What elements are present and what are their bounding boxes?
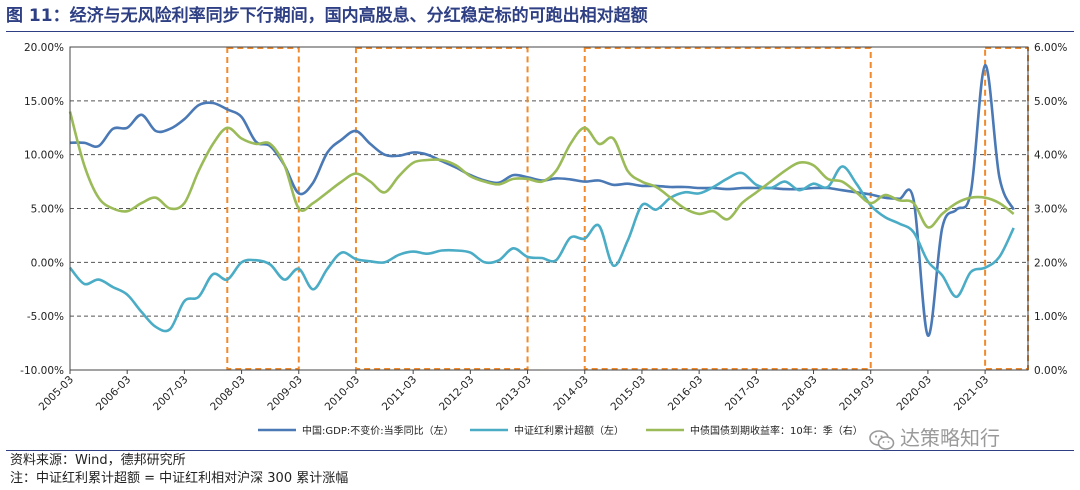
legend-item: 中债国债到期收益率：10年：季（右） (646, 424, 863, 437)
left-tick-label: -10.00% (20, 365, 64, 377)
x-tick-label: 2008-03 (208, 374, 248, 414)
left-tick-label: 20.00% (24, 42, 64, 54)
x-tick-label: 2017-03 (723, 374, 763, 414)
series-line-3 (68, 111, 1015, 229)
chart: -10.00% -5.00% 0.00% 5.00% 10.00% 15.00% 20.00… (20, 42, 1067, 437)
x-tick-label: 2006-03 (94, 374, 134, 414)
x-tick-label: 2014-03 (551, 374, 591, 414)
x-tick-label: 2021-03 (952, 374, 992, 414)
wechat-icon (869, 429, 895, 450)
grid-lines (70, 100, 1028, 317)
left-tick-label: 0.00% (31, 257, 64, 269)
x-tick-label: 2009-03 (265, 374, 305, 414)
x-tick-label: 2020-03 (895, 374, 935, 414)
x-tick-label: 2011-03 (380, 374, 420, 414)
left-tick-label: 5.00% (31, 204, 64, 216)
x-tick-label: 2016-03 (666, 374, 706, 414)
highlight-box (583, 47, 872, 370)
legend-label: 中国:GDP:不变价:当季同比（左） (302, 424, 454, 437)
highlight-box (354, 47, 529, 370)
plot-frame (69, 46, 1029, 371)
x-tick-label: 2018-03 (780, 374, 820, 414)
watermark-text: 达策略知行 (900, 426, 1000, 450)
right-tick-label: 2.00% (1034, 257, 1067, 269)
left-tick-label: 15.00% (24, 96, 64, 108)
legend-label: 中证红利累计超额（左） (514, 424, 624, 437)
right-tick-label: 4.00% (1034, 150, 1067, 162)
x-tick-label: 2015-03 (609, 374, 649, 414)
footer-divider (6, 450, 1074, 451)
legend-label: 中债国债到期收益率：10年：季（右） (690, 424, 863, 437)
figure-title: 图 11：经济与无风险利率同步下行期间，国内高股息、分红稳定标的可跑出相对超额 (6, 6, 648, 26)
x-tick-label: 2013-03 (494, 374, 534, 414)
right-tick-label: 3.00% (1034, 204, 1067, 216)
series-line-2 (68, 165, 1015, 333)
x-tick-label: 2019-03 (837, 374, 877, 414)
x-tick-label: 2007-03 (151, 374, 191, 414)
note-line: 注：中证红利累计超额 = 中证红利相对沪深 300 累计涨幅 (10, 471, 349, 486)
right-tick-label: 1.00% (1034, 311, 1067, 323)
title-divider (6, 31, 1074, 32)
legend: 中国:GDP:不变价:当季同比（左） 中证红利累计超额（左） 中债国债到期收益率：1… (258, 424, 863, 437)
x-tick-label: 2005-03 (37, 374, 77, 414)
highlight-boxes (226, 47, 1030, 370)
x-tick-label: 2010-03 (323, 374, 363, 414)
watermark: 达策略知行 (868, 426, 1000, 451)
series-line-1 (69, 63, 1015, 337)
source-line: 资料来源：Wind，德邦研究所 (10, 453, 186, 468)
x-tick-label: 2012-03 (437, 374, 477, 414)
legend-item: 中国:GDP:不变价:当季同比（左） (258, 424, 454, 437)
legend-item: 中证红利累计超额（左） (470, 424, 624, 437)
left-tick-label: -5.00% (27, 311, 64, 323)
right-tick-label: 0.00% (1034, 365, 1067, 377)
right-tick-label: 6.00% (1034, 42, 1067, 54)
series-lines (68, 63, 1015, 337)
right-tick-label: 5.00% (1034, 96, 1067, 108)
left-tick-label: 10.00% (24, 150, 64, 162)
